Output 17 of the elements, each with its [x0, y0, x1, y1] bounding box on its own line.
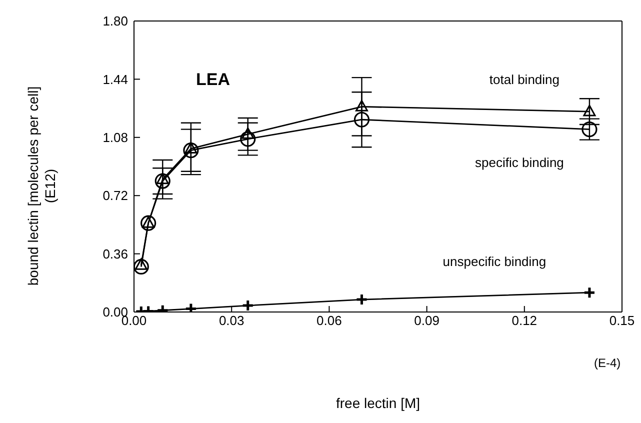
y-tick-label: 0.72	[102, 188, 128, 204]
x-tick-label: 0.15	[609, 313, 635, 328]
y-tick-label: 1.44	[102, 72, 128, 87]
series-label: unspecific binding	[442, 254, 546, 270]
x-tick-label: 0.12	[512, 313, 538, 328]
x-tick-label: 0.03	[218, 313, 244, 328]
x-tick-label: 0.06	[316, 313, 342, 328]
y-tick-label: 1.80	[102, 14, 128, 29]
series-label: total binding	[489, 72, 560, 87]
y-axis-title: bound lectin [molecules per cell] (E12)	[25, 86, 58, 286]
y-tick-label: 0.36	[102, 246, 128, 262]
text: (E-4)	[594, 356, 621, 370]
y-tick-label: 1.08	[102, 130, 128, 146]
x-tick-label: 0.09	[414, 313, 440, 328]
x-axis-title: free lectin [M]	[336, 395, 420, 411]
text: specific binding	[475, 154, 564, 170]
annotation: LEA	[196, 70, 230, 90]
